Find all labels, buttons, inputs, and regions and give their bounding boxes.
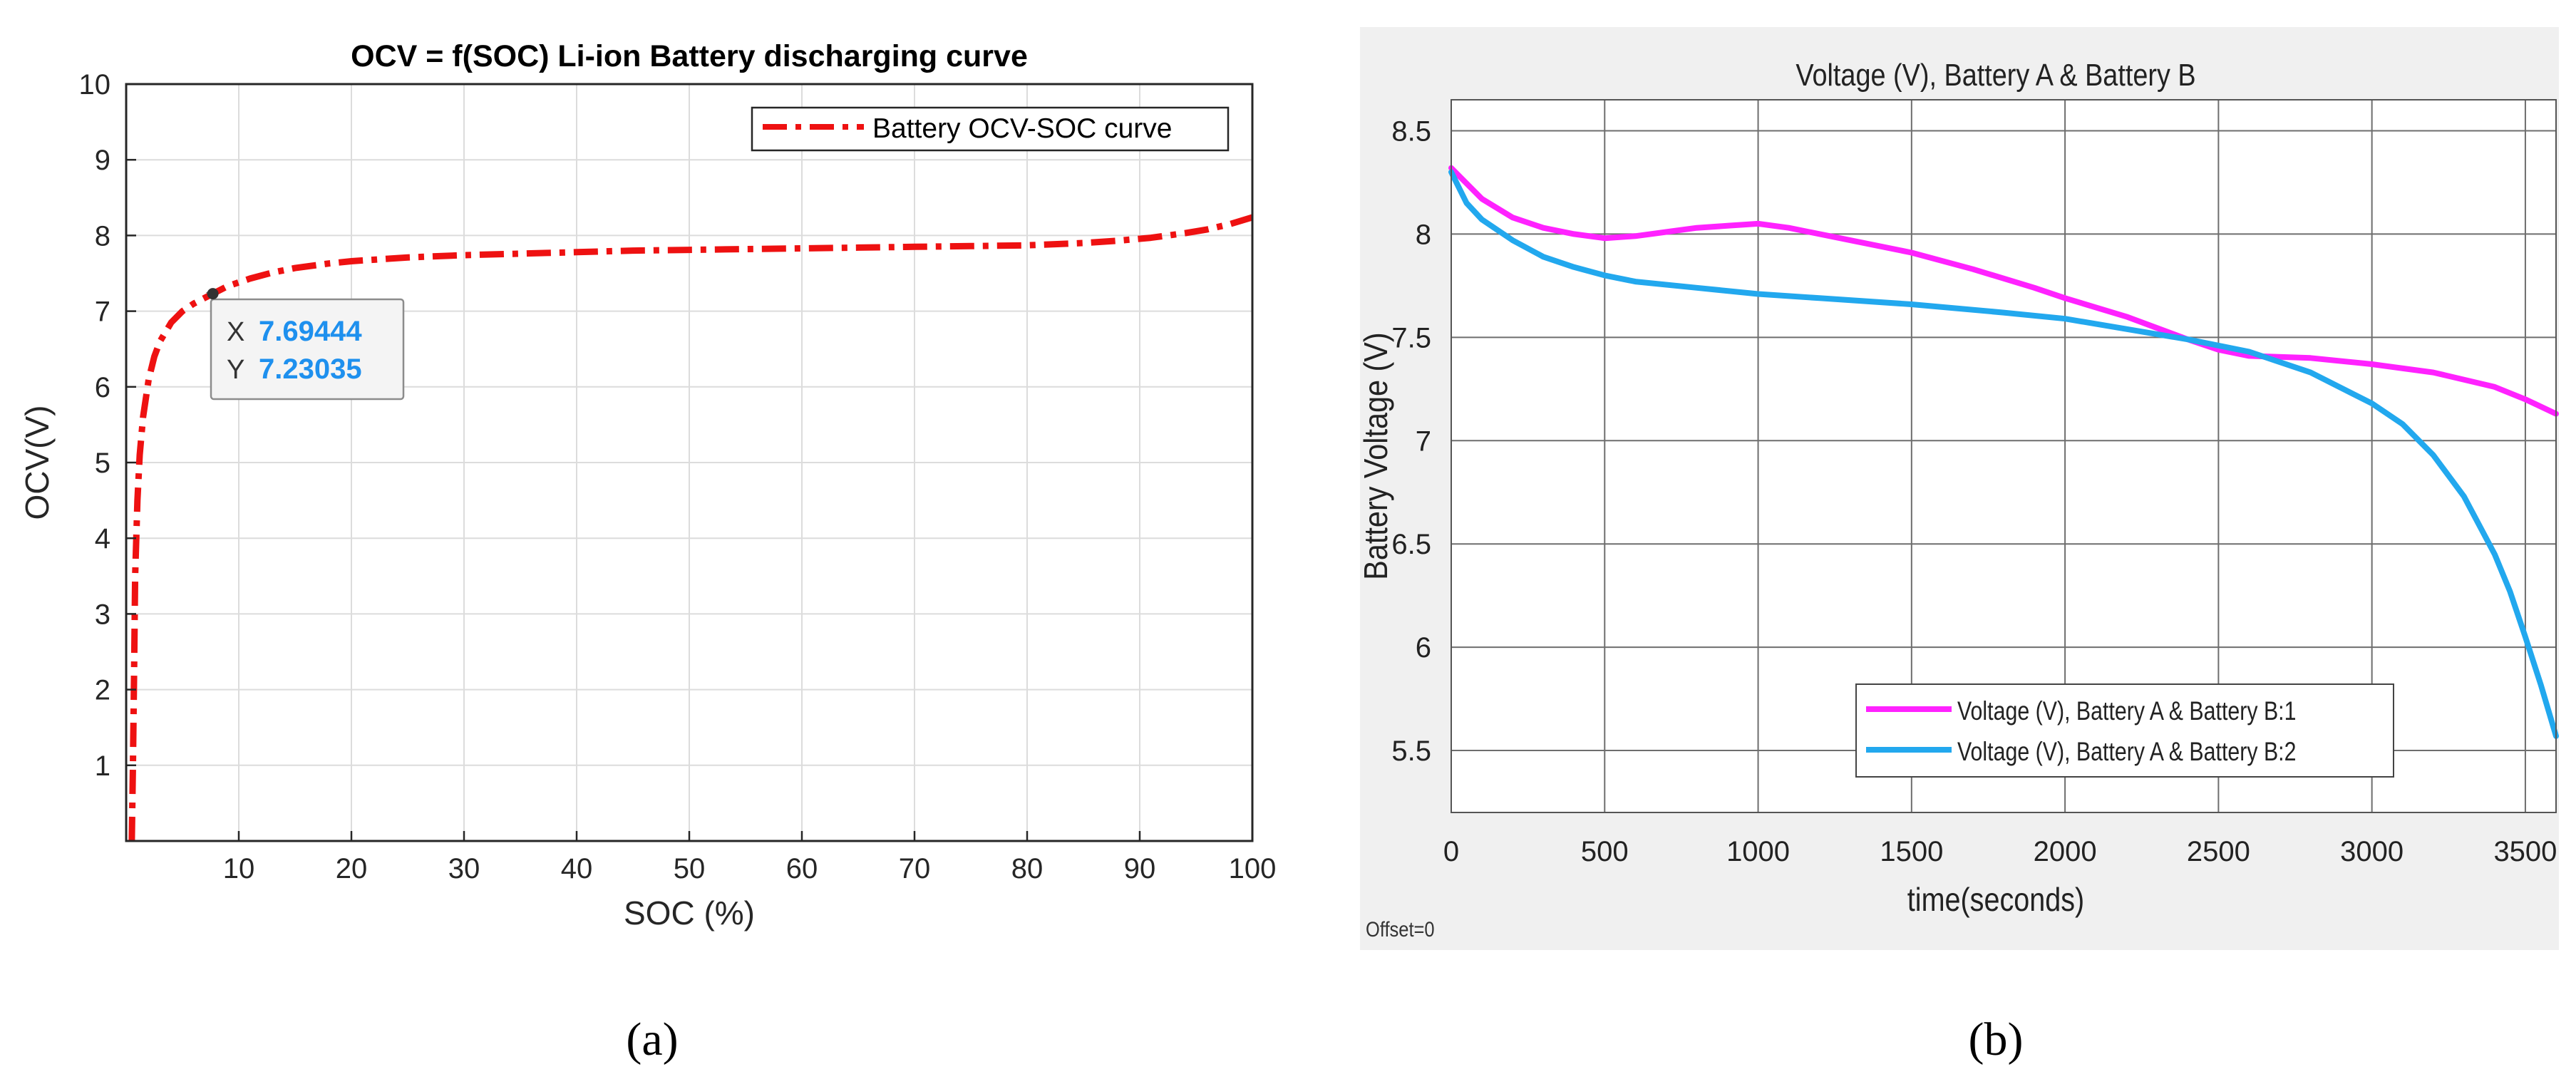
chart-a-ytick-label: 9 <box>95 145 110 176</box>
chart-a-xtick-label: 20 <box>336 853 368 884</box>
chart-b-ytick-label: 5.5 <box>1391 736 1431 767</box>
chart-b-ticks: 0 500 1000 1500 2000 2500 3000 3500 5.5 6 6.5 7 7.5 8… <box>1391 115 2557 867</box>
chart-a-datatip-box <box>210 298 405 401</box>
chart-b-xlabel: time(seconds) <box>1907 882 2084 918</box>
chart-a-ticks: 10 20 30 40 50 60 70 80 90 100 1 2 3 4 5 6 7 8 9 10 <box>79 69 1277 884</box>
chart-b-xtick-label: 2000 <box>2034 836 2097 867</box>
chart-b-ytick-label: 7.5 <box>1391 322 1431 353</box>
chart-b-xtick-label: 1500 <box>1880 836 1943 867</box>
chart-a-xtick-label: 50 <box>674 853 706 884</box>
chart-b-xtick-label: 1000 <box>1726 836 1790 867</box>
chart-b-xtick-label: 2500 <box>2187 836 2250 867</box>
chart-a-datatip-x-value: 7.69444 <box>259 316 362 347</box>
chart-b-ylabel: Battery Voltage (V) <box>1358 332 1395 579</box>
chart-a-xtick-label: 80 <box>1011 853 1044 884</box>
chart-a-xtick-label: 100 <box>1229 853 1277 884</box>
chart-a-legend: Battery OCV-SOC curve <box>751 106 1230 152</box>
chart-b-plot-frame <box>1451 99 2557 813</box>
chart-a-ytick-label: 10 <box>79 69 111 100</box>
chart-b-legend-label-2: Voltage (V), Battery A & Battery B:2 <box>1957 737 2296 767</box>
chart-b-legend: Voltage (V), Battery A & Battery B:1 Vol… <box>1855 683 2394 778</box>
chart-b-caption: (b) <box>1969 1013 2024 1065</box>
chart-a-ytick-label: 6 <box>95 372 110 403</box>
chart-a-ylabel: OCV(V) <box>19 406 56 520</box>
chart-b-ytick-label: 8 <box>1416 219 1431 250</box>
chart-a-xtick-label: 70 <box>899 853 931 884</box>
chart-a-ytick-label: 3 <box>95 599 110 630</box>
chart-b-ytick-label: 6.5 <box>1391 529 1431 560</box>
chart-a-ytick-label: 5 <box>95 448 110 479</box>
chart-a-xtick-label: 30 <box>448 853 480 884</box>
chart-a-datatip-y-value: 7.23035 <box>259 353 362 385</box>
chart-a-ytick-label: 1 <box>95 750 110 782</box>
chart-b-ytick-label: 8.5 <box>1391 115 1431 147</box>
chart-b-ytick-label: 6 <box>1416 632 1431 664</box>
chart-a-ytick-label: 8 <box>95 220 110 252</box>
chart-b-title: Voltage (V), Battery A & Battery B <box>1796 57 2195 92</box>
chart-a-datatip-x-label: X <box>227 317 244 347</box>
chart-a-datatip-marker <box>207 288 219 300</box>
chart-a-series-line <box>128 214 1254 842</box>
chart-b-xtick-label: 3500 <box>2493 836 2557 867</box>
chart-a-ytick-label: 7 <box>95 296 110 328</box>
chart-b-xtick-label: 0 <box>1443 836 1459 867</box>
chart-a-gridlines <box>126 84 1252 841</box>
chart-b: 0 500 1000 1500 2000 2500 3000 3500 5.5 6 6.5 7 7.5 8… <box>1358 27 2559 1065</box>
chart-a-xtick-label: 40 <box>561 853 593 884</box>
chart-a-xtick-label: 60 <box>786 853 818 884</box>
chart-a-datatip: X 7.69444 Y 7.23035 <box>206 291 405 401</box>
chart-b-series-1-line <box>1448 165 2559 417</box>
chart-a-title: OCV = f(SOC) Li-ion Battery discharging … <box>351 39 1028 73</box>
chart-a-xtick-label: 90 <box>1124 853 1156 884</box>
chart-b-xtick-label: 3000 <box>2340 836 2404 867</box>
chart-a-legend-label: Battery OCV-SOC curve <box>872 113 1172 144</box>
chart-b-series-2-line <box>1448 169 2559 739</box>
chart-a-ytick-label: 4 <box>95 523 110 554</box>
chart-b-xtick-label: 500 <box>1581 836 1629 867</box>
chart-a-caption: (a) <box>626 1013 678 1065</box>
chart-b-series <box>1448 165 2559 739</box>
chart-a-xtick-label: 10 <box>223 853 255 884</box>
chart-b-legend-label-1: Voltage (V), Battery A & Battery B:1 <box>1957 696 2296 726</box>
chart-a-xlabel: SOC (%) <box>624 894 755 931</box>
chart-b-footnote: Offset=0 <box>1366 917 1435 941</box>
chart-a-datatip-y-label: Y <box>227 355 244 385</box>
chart-b-ytick-label: 7 <box>1416 425 1431 457</box>
chart-a: 10 20 30 40 50 60 70 80 90 100 1 2 3 4 5 6 7 8 9 10 OCV = f… <box>19 39 1276 1065</box>
chart-a-series <box>128 214 1254 842</box>
chart-a-ytick-label: 2 <box>95 675 110 706</box>
